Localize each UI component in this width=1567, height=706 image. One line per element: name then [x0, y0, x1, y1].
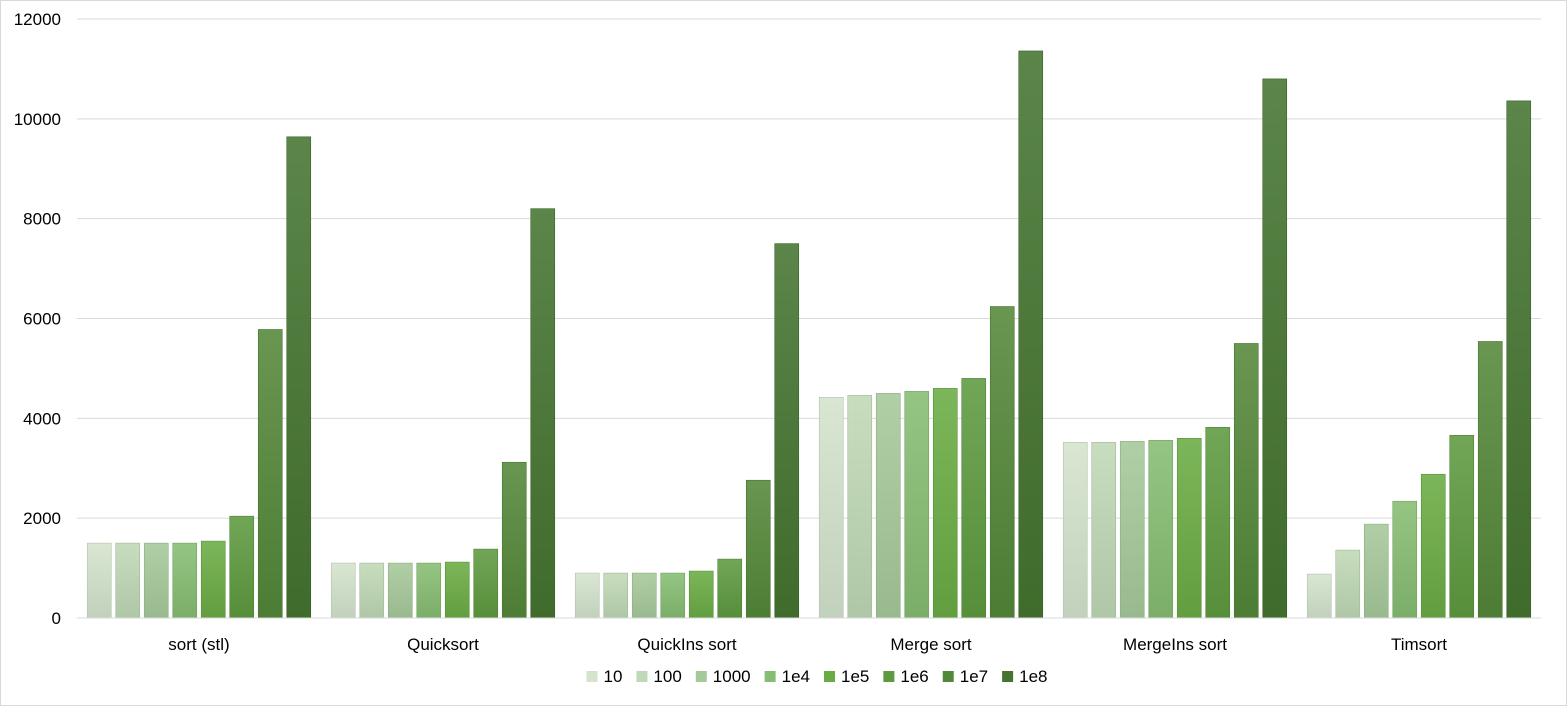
- legend-label: 1e6: [900, 667, 928, 686]
- y-axis-tick-labels: 0 2000 4000 6000 8000 10000 12000: [14, 10, 61, 628]
- bar-10: [818, 397, 844, 619]
- bar-1e5: [200, 540, 226, 619]
- x-category-label: Timsort: [1391, 635, 1447, 654]
- legend-label: 10: [604, 667, 623, 686]
- bar-1e4: [1148, 439, 1174, 619]
- bar-10: [1062, 441, 1088, 619]
- bar-1e6: [961, 378, 987, 619]
- bar-1e7: [257, 329, 283, 619]
- legend-label: 1e5: [841, 667, 869, 686]
- bar-1e8: [286, 136, 312, 619]
- legend-label: 1e7: [960, 667, 988, 686]
- legend-swatch: [942, 671, 954, 682]
- bar-1000: [387, 562, 413, 619]
- y-tick-label: 4000: [23, 409, 61, 428]
- bar-1e6: [473, 548, 499, 619]
- bar-100: [603, 572, 629, 619]
- bar-1e5: [444, 561, 470, 619]
- bar-10: [1306, 573, 1332, 619]
- legend-swatch: [764, 671, 776, 682]
- bar-1e6: [1205, 427, 1231, 619]
- x-category-label: Merge sort: [890, 635, 972, 654]
- bar-1e7: [1233, 343, 1259, 619]
- y-tick-label: 12000: [14, 10, 61, 29]
- bar-1e6: [717, 558, 743, 619]
- bar-1e4: [660, 572, 686, 619]
- bar-1e4: [416, 562, 442, 619]
- bar-1e8: [1018, 50, 1044, 619]
- bar-1000: [1119, 440, 1145, 619]
- legend-swatch: [586, 671, 598, 682]
- bar-1e8: [530, 208, 556, 619]
- legend-swatch: [636, 671, 648, 682]
- bar-1000: [631, 572, 657, 619]
- bars: [86, 50, 1532, 619]
- y-tick-label: 2000: [23, 509, 61, 528]
- bar-10: [86, 542, 112, 619]
- bar-100: [847, 395, 873, 619]
- x-category-label: Quicksort: [407, 635, 479, 654]
- bar-1e6: [1449, 435, 1475, 619]
- bar-1e5: [688, 570, 714, 619]
- bar-1e7: [989, 306, 1015, 619]
- legend-label: 100: [653, 667, 681, 686]
- bar-1e5: [932, 388, 958, 619]
- legend-swatch: [883, 671, 895, 682]
- bar-10: [574, 572, 600, 619]
- bar-1e8: [774, 243, 800, 619]
- legend: 10 100 1000 1e4 1e5 1e6 1e7 1e8: [586, 667, 1048, 686]
- bar-100: [115, 542, 141, 619]
- bar-1000: [143, 542, 169, 619]
- bar-1e8: [1262, 78, 1288, 619]
- x-category-label: MergeIns sort: [1123, 635, 1227, 654]
- bar-100: [1091, 441, 1117, 619]
- y-tick-label: 8000: [23, 210, 61, 229]
- bar-1000: [875, 393, 901, 619]
- y-tick-label: 6000: [23, 310, 61, 329]
- legend-label: 1e4: [782, 667, 810, 686]
- bar-1e6: [229, 515, 255, 619]
- bar-1e4: [172, 542, 198, 619]
- bar-1e7: [745, 479, 771, 619]
- legend-label: 1000: [713, 667, 751, 686]
- bar-1e5: [1420, 473, 1446, 619]
- y-tick-label: 0: [52, 609, 61, 628]
- bar-1e5: [1176, 437, 1202, 619]
- x-axis: sort (stl) Quicksort QuickIns sort Merge so…: [77, 617, 1541, 654]
- bar-100: [359, 562, 385, 619]
- bar-1e4: [1392, 500, 1418, 619]
- bar-1e4: [904, 391, 930, 619]
- bar-10: [330, 562, 356, 619]
- bar-100: [1335, 549, 1361, 619]
- x-category-label: sort (stl): [168, 635, 229, 654]
- bar-1e7: [501, 461, 527, 619]
- legend-swatch: [1002, 671, 1014, 682]
- bar-1000: [1363, 523, 1389, 619]
- legend-swatch: [695, 671, 707, 682]
- bar-1e7: [1477, 341, 1503, 619]
- x-category-label: QuickIns sort: [637, 635, 736, 654]
- legend-swatch: [824, 671, 835, 682]
- bar-1e8: [1506, 100, 1532, 619]
- y-tick-label: 10000: [14, 110, 61, 129]
- gridlines: [77, 18, 1541, 519]
- legend-label: 1e8: [1019, 667, 1047, 686]
